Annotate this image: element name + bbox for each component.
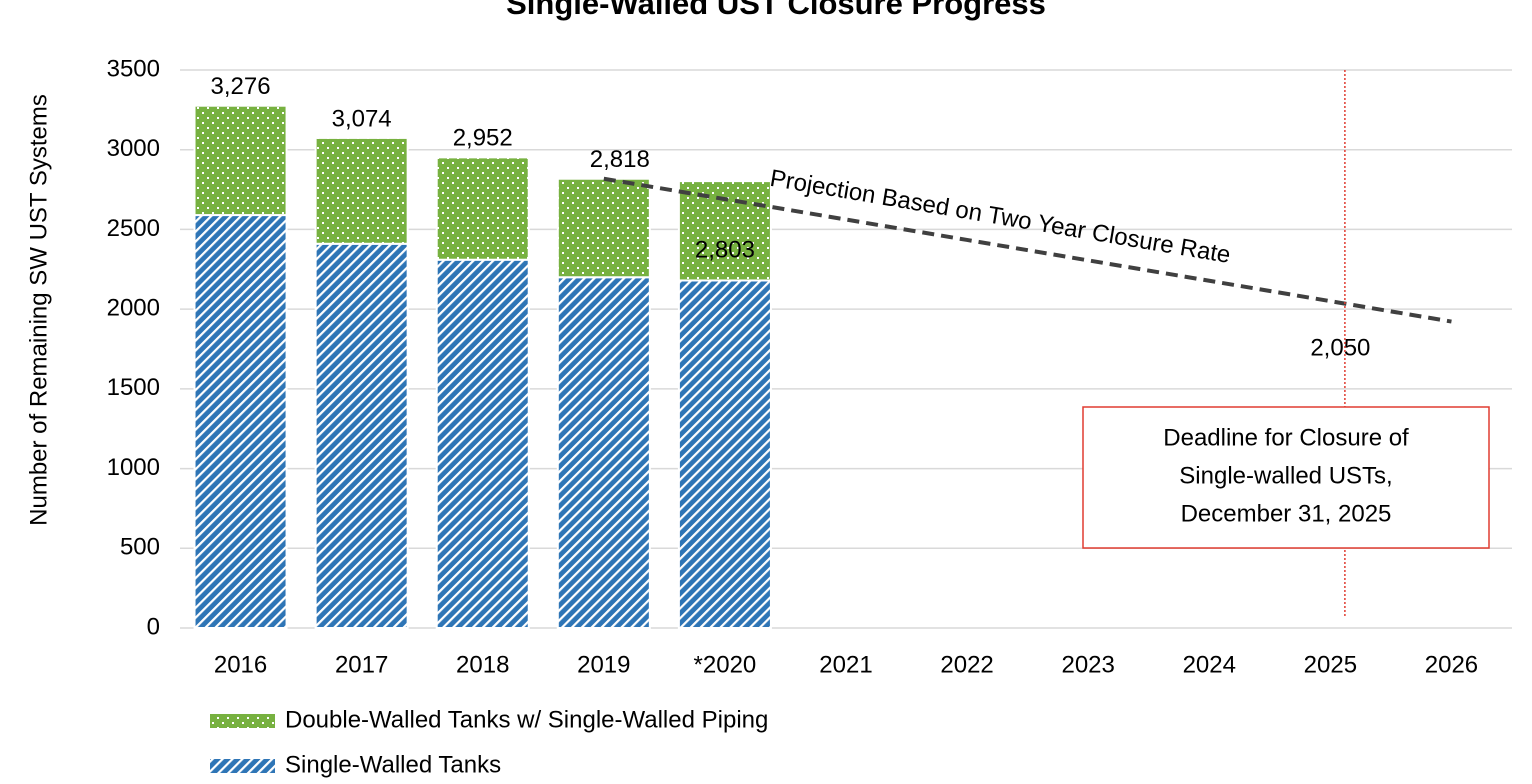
legend-label: Single-Walled Tanks (285, 751, 501, 778)
x-tick-label: *2020 (694, 651, 757, 678)
x-tick-label: 2025 (1304, 651, 1357, 678)
total-label: 3,074 (332, 105, 392, 132)
bar-segment (435, 156, 530, 261)
bar-segment (556, 276, 651, 629)
bar-segment (677, 180, 772, 282)
y-tick-label: 2000 (107, 294, 160, 321)
x-tick-label: 2021 (819, 651, 872, 678)
y-tick-label: 1000 (107, 454, 160, 481)
deadline-label: Deadline for Closure of (1163, 424, 1409, 451)
y-tick-label: 3500 (107, 55, 160, 82)
y-tick-label: 2500 (107, 215, 160, 242)
legend-label: Double-Walled Tanks w/ Single-Walled Pip… (285, 706, 768, 733)
projection-label: 2,050 (1310, 335, 1370, 362)
projection-line (603, 176, 1452, 324)
x-tick-label: 2023 (1061, 651, 1114, 678)
bar-segment (677, 279, 772, 629)
deadline-box (1082, 406, 1490, 549)
total-label: 2,818 (590, 146, 650, 173)
total-label: 2,952 (453, 125, 513, 152)
x-tick-label: 2016 (214, 651, 267, 678)
bar-segment (556, 177, 651, 279)
deadline-label: December 31, 2025 (1181, 500, 1392, 527)
bar-segment (314, 242, 409, 630)
y-tick-label: 0 (147, 613, 160, 640)
x-tick-label: 2024 (1183, 651, 1236, 678)
x-tick-label: 2022 (940, 651, 993, 678)
total-label: 2,803 (695, 236, 755, 263)
deadline-label: Single-walled USTs, (1179, 462, 1392, 489)
x-tick-label: 2018 (456, 651, 509, 678)
legend-swatch (210, 714, 275, 728)
y-tick-label: 500 (120, 534, 160, 561)
legend-swatch (210, 759, 275, 773)
bar-segment (193, 104, 288, 217)
bar-segment (193, 214, 288, 630)
y-tick-label: 3000 (107, 135, 160, 162)
chart-title: Single-Walled UST Closure Progress (506, 0, 1046, 21)
bar-segment (435, 258, 530, 629)
total-label: 3,276 (211, 73, 271, 100)
x-tick-label: 2026 (1425, 651, 1478, 678)
x-tick-label: 2019 (577, 651, 630, 678)
y-tick-label: 1500 (107, 374, 160, 401)
bar-segment (314, 136, 409, 245)
y-axis-label: Number of Remaining SW UST Systems (25, 94, 52, 526)
x-tick-label: 2017 (335, 651, 388, 678)
